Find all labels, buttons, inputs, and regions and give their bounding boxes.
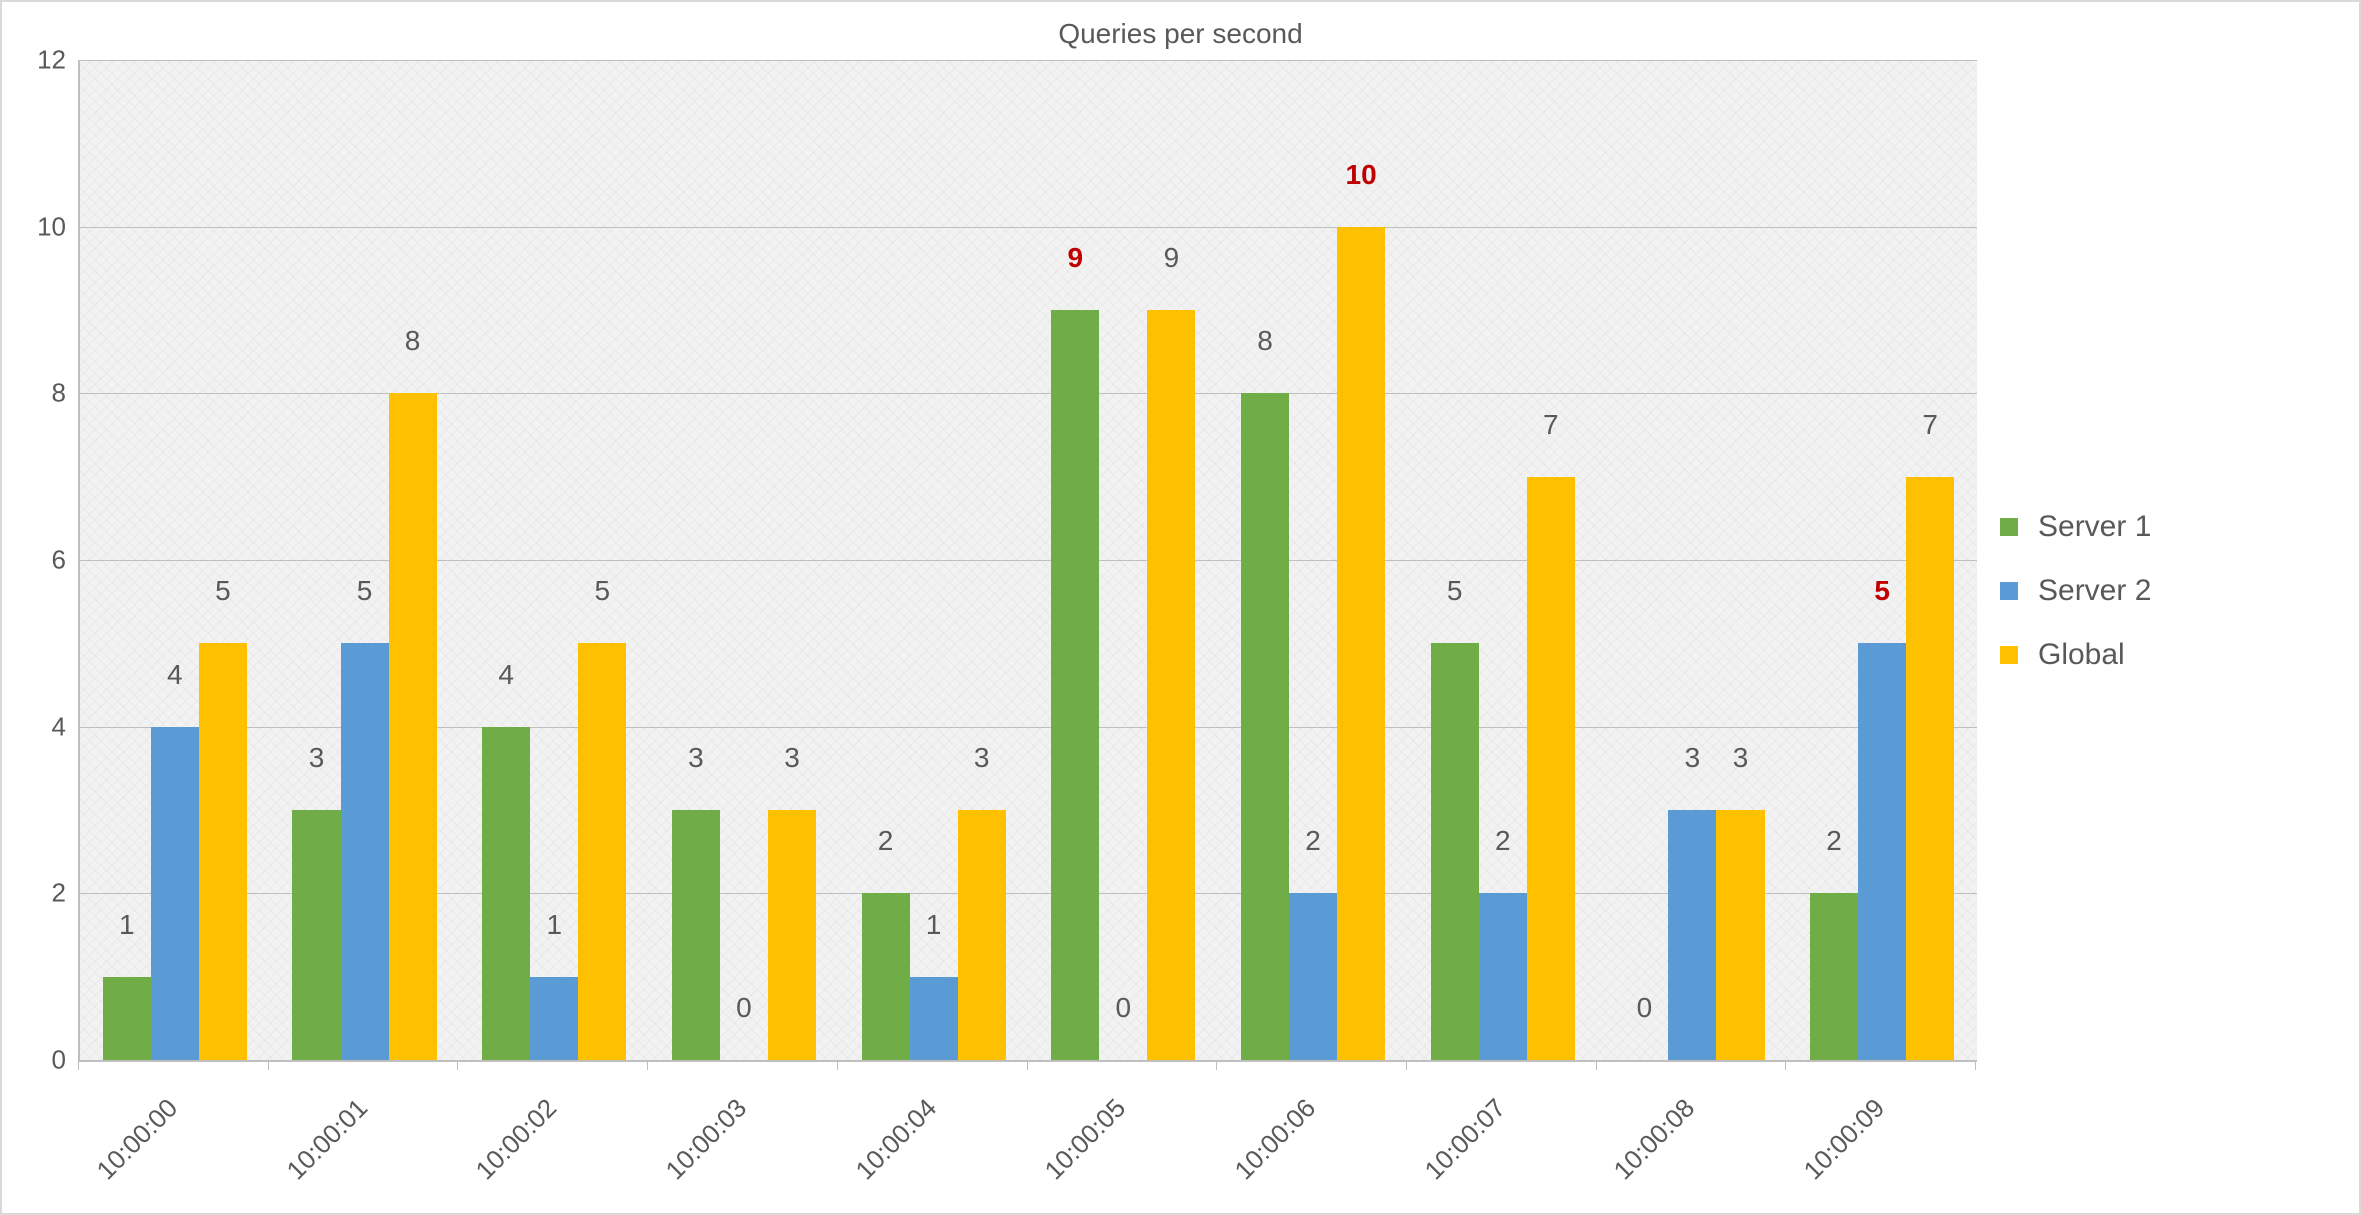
legend: Server 1 Server 2 Global bbox=[2000, 510, 2151, 672]
data-label: 3 bbox=[688, 742, 704, 774]
gridline bbox=[80, 393, 1977, 394]
bar bbox=[389, 393, 437, 1060]
bar bbox=[292, 810, 340, 1060]
legend-item: Global bbox=[2000, 638, 2151, 672]
y-tick-label: 0 bbox=[52, 1045, 66, 1076]
data-label: 9 bbox=[1067, 242, 1083, 274]
chart-title: Queries per second bbox=[0, 18, 2361, 50]
x-tick-mark bbox=[1975, 1060, 1976, 1070]
bar bbox=[1810, 893, 1858, 1060]
legend-swatch bbox=[2000, 646, 2018, 664]
x-tick-mark bbox=[647, 1060, 648, 1070]
legend-item: Server 1 bbox=[2000, 510, 2151, 544]
gridline bbox=[80, 560, 1977, 561]
x-tick-mark bbox=[837, 1060, 838, 1070]
data-label: 3 bbox=[1733, 742, 1749, 774]
bar bbox=[862, 893, 910, 1060]
bar bbox=[910, 977, 958, 1060]
data-label: 2 bbox=[1305, 825, 1321, 857]
x-tick-mark bbox=[1785, 1060, 1786, 1070]
bar bbox=[1051, 310, 1099, 1060]
data-label: 0 bbox=[1116, 992, 1132, 1024]
x-tick-mark bbox=[457, 1060, 458, 1070]
bar bbox=[958, 810, 1006, 1060]
data-label: 3 bbox=[974, 742, 990, 774]
data-label: 5 bbox=[215, 575, 231, 607]
bar bbox=[151, 727, 199, 1060]
data-label: 8 bbox=[405, 325, 421, 357]
bar bbox=[530, 977, 578, 1060]
bar bbox=[1716, 810, 1764, 1060]
bar bbox=[1858, 643, 1906, 1060]
bar bbox=[578, 643, 626, 1060]
data-label: 2 bbox=[878, 825, 894, 857]
gridline bbox=[80, 60, 1977, 61]
data-label: 5 bbox=[595, 575, 611, 607]
bar bbox=[1668, 810, 1716, 1060]
data-label: 8 bbox=[1257, 325, 1273, 357]
data-label: 9 bbox=[1164, 242, 1180, 274]
data-label: 5 bbox=[1874, 575, 1890, 607]
legend-label: Global bbox=[2038, 638, 2125, 672]
data-label: 3 bbox=[309, 742, 325, 774]
x-tick-mark bbox=[1216, 1060, 1217, 1070]
data-label: 1 bbox=[926, 909, 942, 941]
bar bbox=[1906, 477, 1954, 1060]
gridline bbox=[80, 227, 1977, 228]
bar bbox=[482, 727, 530, 1060]
data-label: 1 bbox=[546, 909, 562, 941]
data-label: 10 bbox=[1346, 159, 1377, 191]
y-tick-label: 10 bbox=[37, 211, 66, 242]
data-label: 7 bbox=[1922, 409, 1938, 441]
bar bbox=[103, 977, 151, 1060]
x-tick-mark bbox=[268, 1060, 269, 1070]
y-tick-label: 12 bbox=[37, 45, 66, 76]
y-tick-label: 4 bbox=[52, 711, 66, 742]
data-label: 2 bbox=[1826, 825, 1842, 857]
x-tick-mark bbox=[1596, 1060, 1597, 1070]
data-label: 2 bbox=[1495, 825, 1511, 857]
bar bbox=[1479, 893, 1527, 1060]
y-tick-label: 6 bbox=[52, 545, 66, 576]
bar bbox=[341, 643, 389, 1060]
data-label: 7 bbox=[1543, 409, 1559, 441]
data-label: 1 bbox=[119, 909, 135, 941]
bar bbox=[768, 810, 816, 1060]
data-label: 5 bbox=[1447, 575, 1463, 607]
bar bbox=[1147, 310, 1195, 1060]
legend-swatch bbox=[2000, 582, 2018, 600]
bar bbox=[1431, 643, 1479, 1060]
plot-area: 1453584153032139098210527033257 bbox=[78, 60, 1977, 1062]
y-tick-label: 2 bbox=[52, 878, 66, 909]
legend-label: Server 2 bbox=[2038, 574, 2151, 608]
bar bbox=[1289, 893, 1337, 1060]
bar bbox=[672, 810, 720, 1060]
data-label: 0 bbox=[1637, 992, 1653, 1024]
data-label: 4 bbox=[167, 659, 183, 691]
chart-root: Queries per second 1 4 5 3 5 8 4 1 5 3 0 3 2 1 3 9 0 9 8 2 10… bbox=[0, 0, 2361, 1215]
bar bbox=[1527, 477, 1575, 1060]
legend-item: Server 2 bbox=[2000, 574, 2151, 608]
bar bbox=[1337, 227, 1385, 1060]
data-label: 3 bbox=[784, 742, 800, 774]
data-label: 4 bbox=[498, 659, 514, 691]
y-tick-label: 8 bbox=[52, 378, 66, 409]
x-tick-mark bbox=[78, 1060, 79, 1070]
legend-swatch bbox=[2000, 518, 2018, 536]
data-label: 3 bbox=[1685, 742, 1701, 774]
data-label: 5 bbox=[357, 575, 373, 607]
bar bbox=[1241, 393, 1289, 1060]
legend-label: Server 1 bbox=[2038, 510, 2151, 544]
x-tick-mark bbox=[1406, 1060, 1407, 1070]
bar bbox=[199, 643, 247, 1060]
x-tick-mark bbox=[1027, 1060, 1028, 1070]
data-label: 0 bbox=[736, 992, 752, 1024]
